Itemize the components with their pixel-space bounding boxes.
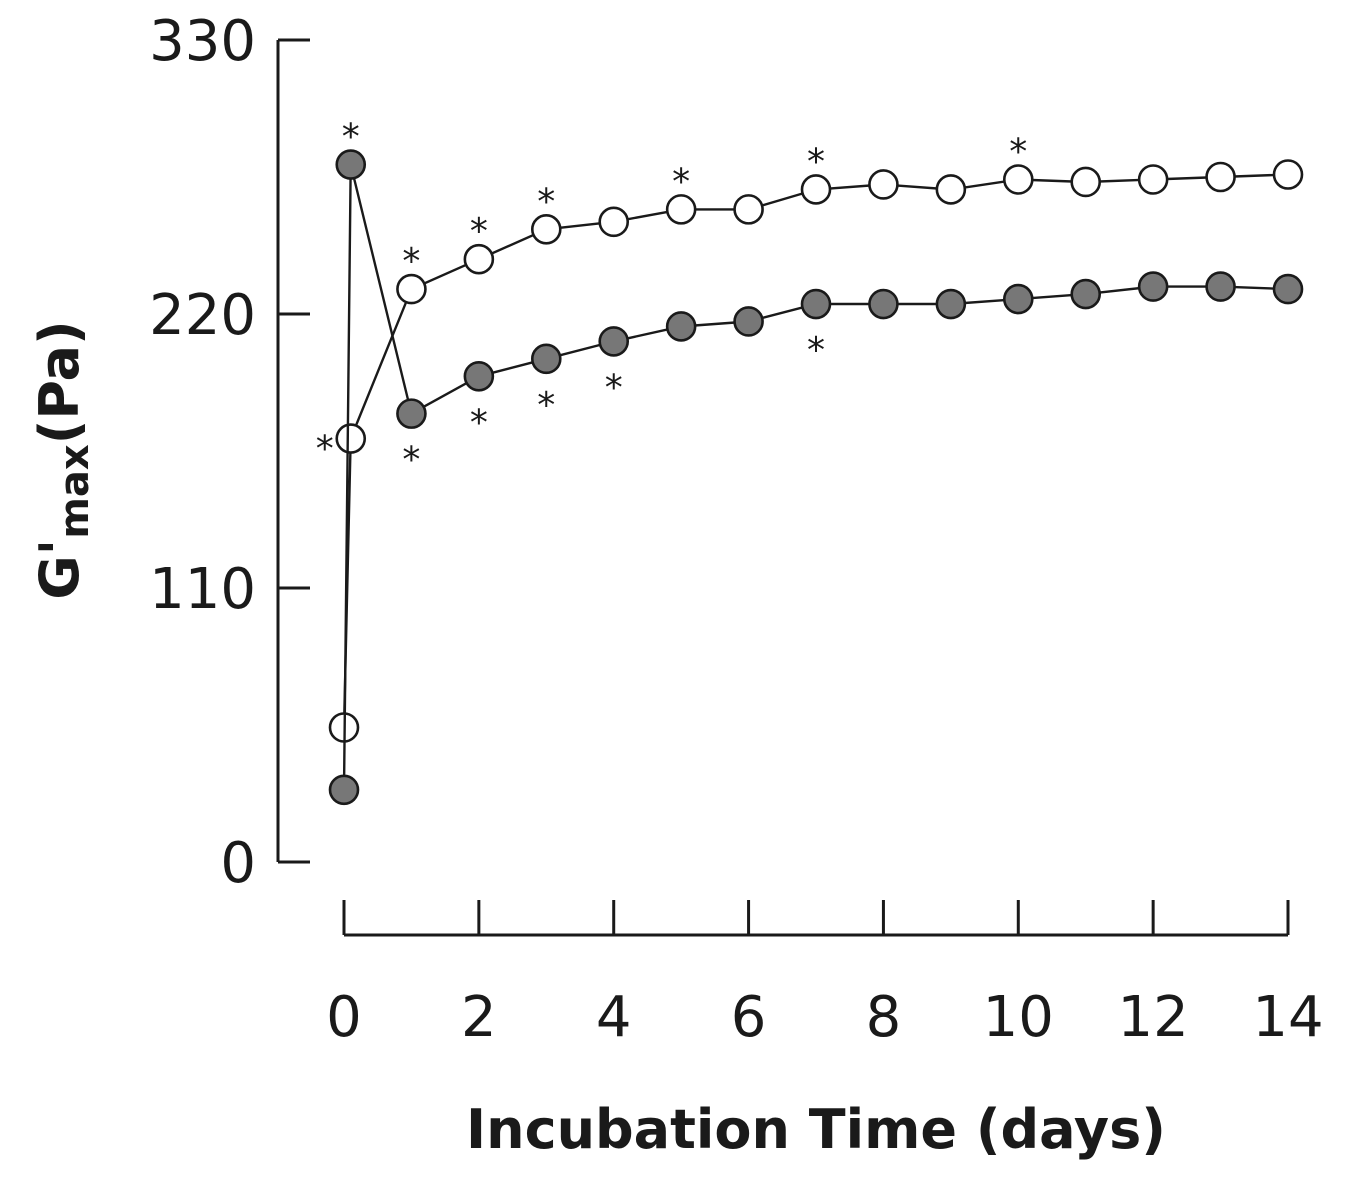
data-point — [396, 273, 427, 305]
data-point — [1205, 271, 1236, 302]
significance-marker: * — [470, 211, 488, 252]
series-line-open — [342, 173, 1289, 728]
y-axis-title-main: G' — [28, 539, 91, 600]
y-tick-label: 0 — [220, 831, 256, 896]
x-tick-label: 2 — [461, 985, 497, 1050]
data-point — [1272, 273, 1304, 305]
x-tick-label: 6 — [731, 985, 767, 1050]
x-tick-label: 12 — [1118, 985, 1189, 1050]
x-tick-label: 8 — [866, 985, 902, 1050]
significance-marker: * — [537, 181, 555, 222]
significance-marker: * — [402, 241, 420, 282]
significance-marker: * — [470, 402, 488, 443]
significance-marker: * — [807, 330, 825, 371]
x-tick-label: 4 — [596, 985, 632, 1050]
data-point — [396, 398, 427, 429]
y-tick-label: 110 — [149, 557, 256, 622]
series-filled: * * * * * * — [328, 117, 1304, 806]
data-point — [530, 343, 562, 375]
x-tick-label: 14 — [1252, 985, 1323, 1050]
data-point — [598, 326, 630, 357]
data-point — [1002, 164, 1034, 195]
data-point — [598, 206, 630, 238]
y-axis: 0 110 220 330 — [149, 9, 310, 896]
data-point — [335, 149, 367, 180]
y-axis-title: G'max(Pa) — [28, 320, 98, 599]
y-axis-title-sub: max — [52, 444, 98, 539]
data-point — [1070, 278, 1102, 310]
data-point — [800, 288, 832, 320]
significance-marker: * — [537, 385, 555, 426]
data-point — [665, 311, 697, 342]
series-open: * * * * * * * — [316, 131, 1304, 743]
data-point — [1205, 161, 1236, 193]
data-point — [733, 194, 764, 225]
y-axis-title-unit: (Pa) — [28, 320, 91, 444]
significance-marker: * — [1009, 131, 1027, 172]
significance-marker: * — [402, 440, 420, 481]
data-point — [935, 174, 967, 205]
significance-marker: * — [807, 141, 825, 182]
y-tick-label: 330 — [149, 9, 256, 74]
x-tick-label: 0 — [326, 985, 362, 1050]
x-tick-label: 10 — [983, 985, 1054, 1050]
data-point — [1002, 283, 1034, 315]
data-point — [935, 288, 967, 320]
significance-marker: * — [605, 367, 623, 408]
data-point — [868, 288, 899, 320]
x-axis: 0 2 4 6 8 10 12 14 — [326, 900, 1324, 1050]
data-point — [1070, 166, 1102, 198]
data-point — [665, 194, 697, 225]
data-point — [1137, 164, 1169, 195]
x-axis-title: Incubation Time (days) — [466, 1098, 1166, 1161]
data-point — [800, 174, 832, 205]
data-point — [463, 243, 495, 275]
data-point — [463, 360, 495, 392]
data-point — [1272, 159, 1304, 190]
significance-marker: * — [672, 161, 690, 202]
data-point — [530, 214, 562, 245]
significance-marker: * — [316, 429, 334, 470]
significance-marker: * — [342, 117, 360, 158]
data-point — [328, 774, 360, 806]
y-tick-label: 220 — [149, 283, 256, 348]
series-line-filled — [342, 164, 1289, 790]
series-layer: * * * * * * * * * * * * * — [316, 117, 1304, 806]
data-point — [1137, 271, 1169, 302]
data-point — [733, 306, 764, 337]
data-point — [335, 423, 367, 454]
data-point — [868, 169, 899, 200]
